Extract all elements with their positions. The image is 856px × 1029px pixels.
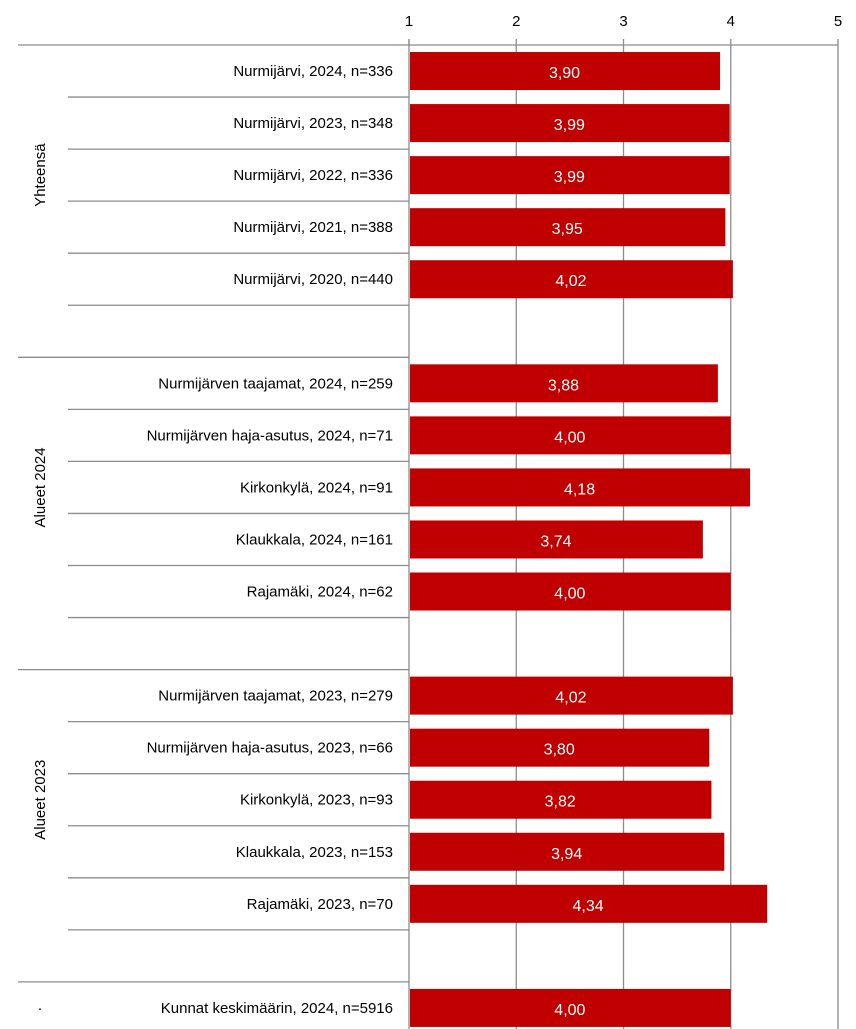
- category-label: Nurmijärvi, 2023, n=348: [233, 115, 393, 132]
- category-label: Rajamäki, 2023, n=70: [247, 896, 393, 913]
- group-label: Yhteensä: [32, 143, 49, 207]
- bar: [410, 520, 703, 559]
- data-label: 3,88: [548, 377, 579, 394]
- category-label: Nurmijärven taajamat, 2024, n=259: [158, 375, 393, 392]
- category-label: Rajamäki, 2024, n=62: [247, 584, 393, 601]
- x-tick-label: 1: [405, 13, 413, 30]
- bar: [410, 260, 733, 299]
- group-labels: Yhteensä Alueet 2024 Alueet 2023 ·: [32, 143, 49, 1017]
- bar: [410, 364, 718, 403]
- x-tick-label: 5: [834, 13, 842, 30]
- data-label: 4,00: [554, 429, 585, 446]
- category-label: Nurmijärvi, 2021, n=388: [233, 219, 393, 236]
- category-label: Kunnat keskimäärin, 2024, n=5916: [161, 1000, 393, 1017]
- bar: [410, 988, 731, 1027]
- data-label: 3,80: [544, 742, 575, 759]
- data-label: 4,02: [555, 273, 586, 290]
- category-label: Kirkonkylä, 2024, n=91: [240, 479, 393, 496]
- bar: [410, 156, 730, 195]
- group-label: Alueet 2023: [32, 760, 49, 840]
- group-separators: [18, 44, 409, 983]
- group-label: Alueet 2024: [32, 447, 49, 527]
- category-labels: Nurmijärvi, 2024, n=336 Nurmijärvi, 2023,…: [147, 63, 393, 1017]
- bar: [410, 416, 731, 455]
- value-axis: 1 2 3 4 5: [405, 13, 842, 1029]
- bar: [410, 676, 733, 715]
- data-label: 3,99: [554, 169, 585, 186]
- data-label: 4,00: [554, 586, 585, 603]
- x-tick-label: 3: [619, 13, 627, 30]
- category-label: Nurmijärven haja-asutus, 2023, n=66: [147, 740, 393, 757]
- bars: 3,90 3,99 3,99 3,95 4,02 3,88 4,00 4,18 3,74 4,00…: [410, 52, 768, 1027]
- bar: [410, 884, 768, 923]
- data-label: 3,94: [551, 846, 582, 863]
- data-label: 4,34: [573, 898, 604, 915]
- data-label: 3,82: [545, 794, 576, 811]
- group-label: ·: [38, 1000, 43, 1017]
- bar: [410, 780, 712, 819]
- data-label: 3,74: [540, 533, 571, 550]
- category-label: Nurmijärven taajamat, 2023, n=279: [158, 688, 393, 705]
- bar: [410, 208, 726, 247]
- data-label: 4,02: [555, 690, 586, 707]
- category-label: Nurmijärven haja-asutus, 2024, n=71: [147, 427, 393, 444]
- category-label: Nurmijärvi, 2024, n=336: [233, 63, 393, 80]
- category-label: Klaukkala, 2023, n=153: [236, 844, 393, 861]
- bar: [410, 104, 730, 143]
- category-label: Nurmijärvi, 2022, n=336: [233, 167, 393, 184]
- bar: [410, 468, 751, 507]
- category-label: Klaukkala, 2024, n=161: [236, 531, 393, 548]
- data-label: 4,00: [554, 1002, 585, 1019]
- data-label: 3,99: [554, 117, 585, 134]
- bar: [410, 728, 710, 767]
- bar: [410, 832, 725, 871]
- data-label: 3,90: [549, 65, 580, 82]
- data-label: 3,95: [552, 221, 583, 238]
- x-tick-label: 4: [727, 13, 735, 30]
- bar: [410, 572, 731, 611]
- x-tick-label: 2: [512, 13, 520, 30]
- data-label: 4,18: [564, 481, 595, 498]
- category-label: Nurmijärvi, 2020, n=440: [233, 271, 393, 288]
- bar: [410, 52, 721, 91]
- category-label: Kirkonkylä, 2023, n=93: [240, 792, 393, 809]
